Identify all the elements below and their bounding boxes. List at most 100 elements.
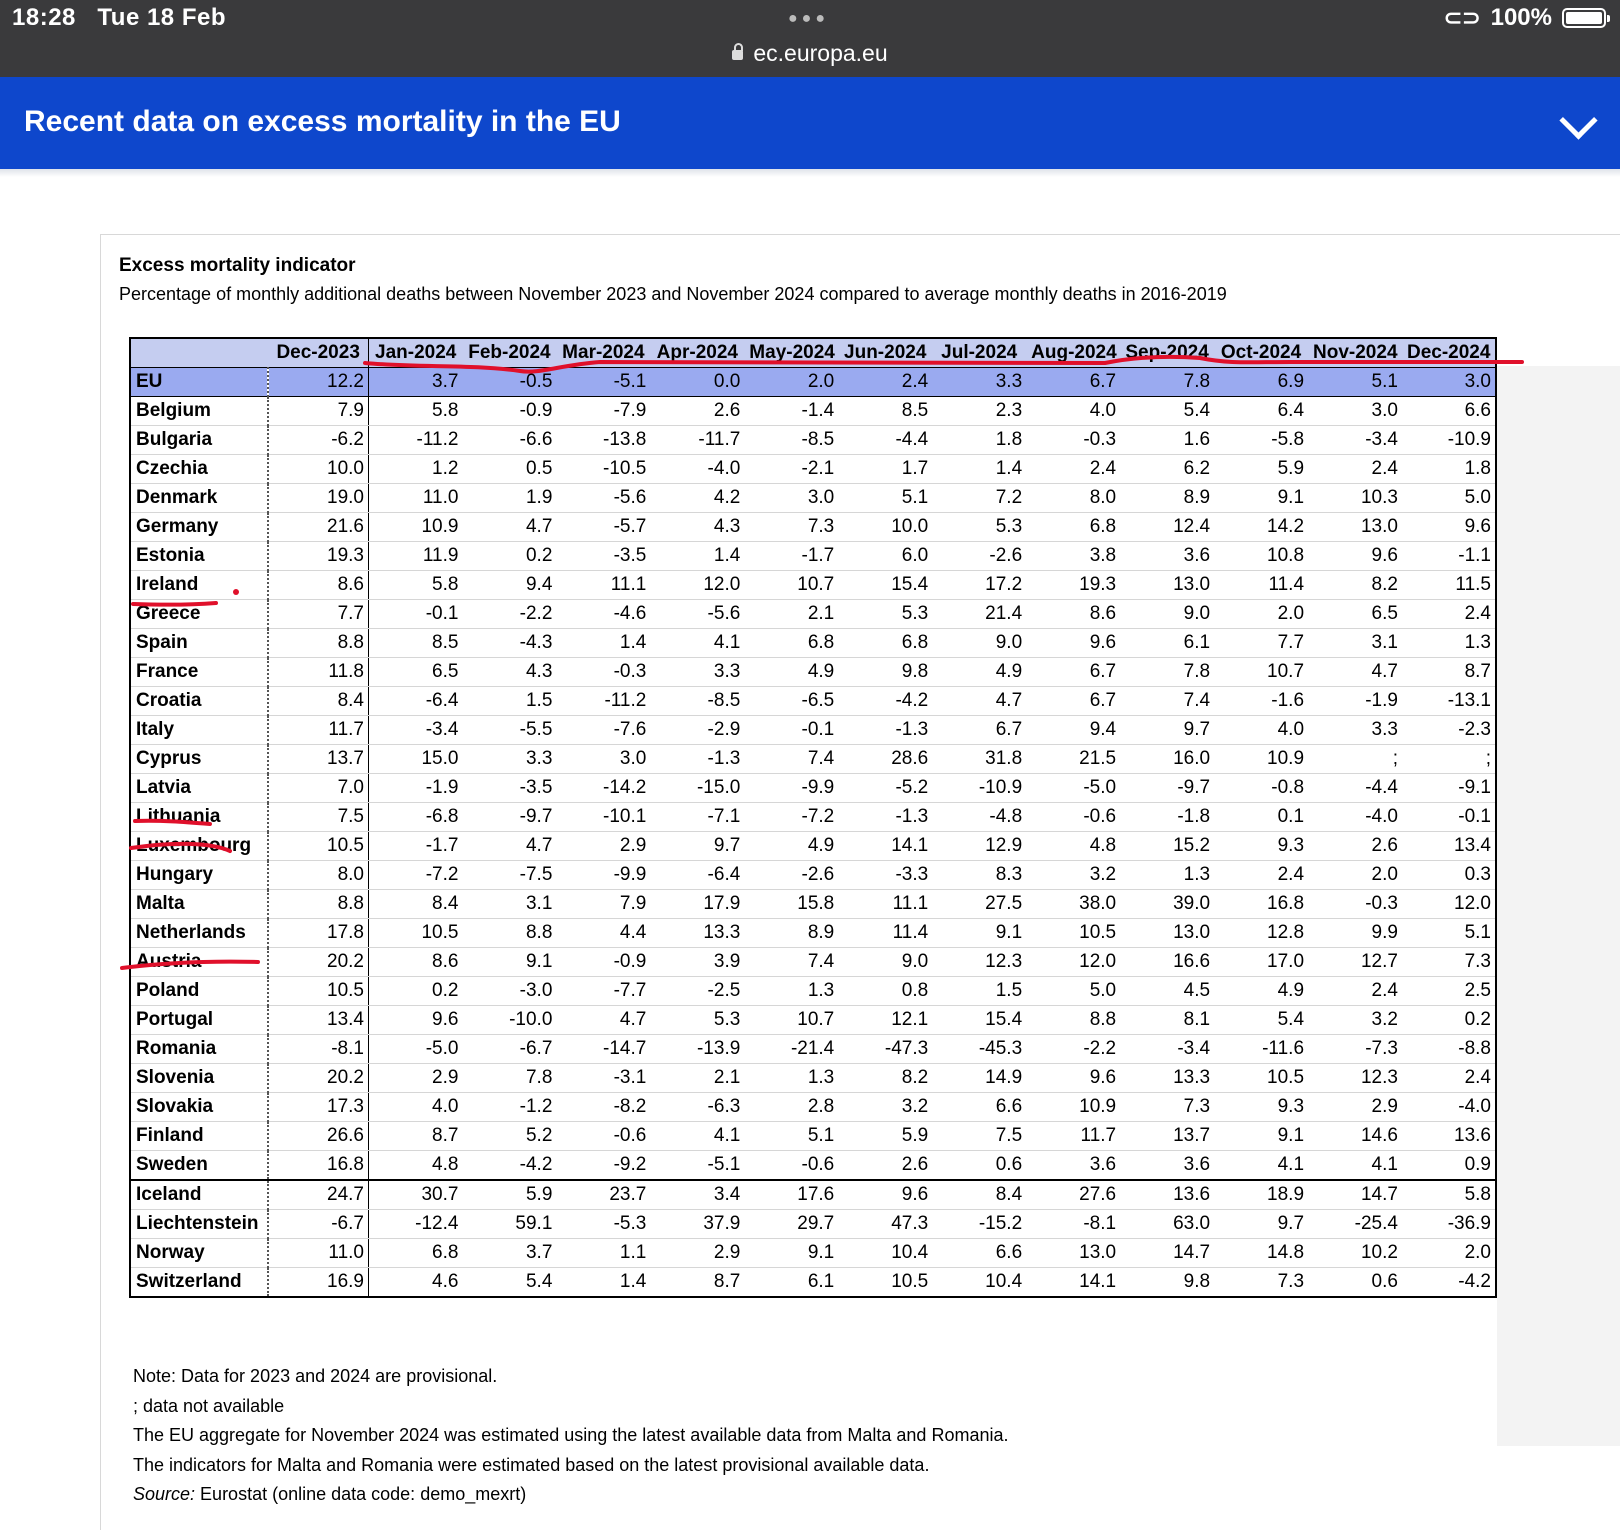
- value-cell: 14.2: [1214, 512, 1309, 542]
- value-cell: 2.6: [1308, 831, 1402, 861]
- table-row: Germany 21.6 10.9 4.7 -5.7 4.3 7.3 10.0 5.3 6.8 12…: [130, 512, 1496, 542]
- value-cell: 12.2: [268, 367, 369, 397]
- more-dots-icon[interactable]: ●●●: [788, 10, 829, 27]
- country-cell: Croatia: [130, 686, 270, 716]
- value-cell: 8.4: [268, 686, 369, 716]
- value-cell: 13.0: [1026, 1238, 1121, 1268]
- value-cell: 11.0: [368, 483, 463, 513]
- value-cell: 3.3: [650, 657, 745, 687]
- value-cell: 14.1: [838, 831, 933, 861]
- value-cell: 15.4: [838, 570, 933, 600]
- value-cell: -0.3: [1026, 425, 1121, 455]
- note-eu-aggregate: The EU aggregate for November 2024 was e…: [133, 1425, 1009, 1445]
- value-cell: 4.7: [1308, 657, 1402, 687]
- country-cell: Italy: [130, 715, 270, 745]
- value-cell: 11.8: [268, 657, 369, 687]
- value-cell: -7.7: [556, 976, 651, 1006]
- value-cell: 9.1: [932, 918, 1027, 948]
- value-cell: 8.9: [744, 918, 839, 948]
- value-cell: 4.8: [1026, 831, 1121, 861]
- status-bar: 18:28 Tue 18 Feb ●●● ec.europa.eu ⊂⊃ 100…: [0, 0, 1620, 77]
- table-row: Iceland 24.7 30.7 5.9 23.7 3.4 17.6 9.6 8.4 27.6 1…: [130, 1179, 1496, 1210]
- value-cell: 6.2: [1120, 454, 1215, 484]
- value-cell: 5.2: [462, 1121, 557, 1151]
- value-cell: 9.8: [838, 657, 933, 687]
- value-cell: 5.4: [462, 1267, 557, 1298]
- value-cell: 8.5: [838, 396, 933, 426]
- address-bar[interactable]: ec.europa.eu: [0, 40, 1620, 67]
- value-cell: 12.3: [1308, 1063, 1402, 1093]
- value-cell: 4.9: [1214, 976, 1309, 1006]
- value-cell: 7.5: [932, 1121, 1027, 1151]
- value-cell: 8.7: [368, 1121, 463, 1151]
- table-row: Portugal 13.4 9.6 -10.0 4.7 5.3 10.7 12.1 15.4 8.…: [130, 1005, 1496, 1035]
- value-cell: 9.3: [1214, 1092, 1309, 1122]
- value-cell: 5.1: [838, 483, 933, 513]
- value-cell: 8.9: [1120, 483, 1215, 513]
- value-cell: -10.1: [556, 802, 651, 832]
- value-cell: 3.0: [556, 744, 651, 774]
- value-cell: 6.7: [1026, 367, 1121, 397]
- value-cell: 4.2: [650, 483, 745, 513]
- country-cell: Bulgaria: [130, 425, 270, 455]
- value-cell: 3.3: [1308, 715, 1402, 745]
- value-cell: 9.6: [838, 1179, 933, 1210]
- value-cell: 11.0: [268, 1238, 369, 1268]
- value-cell: 21.5: [1026, 744, 1121, 774]
- value-cell: 1.4: [932, 454, 1027, 484]
- value-cell: 2.6: [650, 396, 745, 426]
- value-cell: 0.2: [1401, 1005, 1496, 1035]
- country-cell: Cyprus: [130, 744, 270, 774]
- value-cell: -2.5: [650, 976, 745, 1006]
- column-header: Jul-2024: [932, 338, 1027, 368]
- value-cell: 10.5: [268, 831, 369, 861]
- value-cell: -6.6: [462, 425, 557, 455]
- value-cell: -1.4: [744, 396, 839, 426]
- table-row: Switzerland 16.9 4.6 5.4 1.4 8.7 6.1 10.5 10.4 14…: [130, 1267, 1496, 1298]
- table-row: Lithuania 7.5 -6.8 -9.7 -10.1 -7.1 -7.2 -1.3 -4.…: [130, 802, 1496, 832]
- value-cell: -6.2: [268, 425, 369, 455]
- value-cell: 4.0: [368, 1092, 463, 1122]
- value-cell: 7.5: [268, 802, 369, 832]
- table-row: Denmark 19.0 11.0 1.9 -5.6 4.2 3.0 5.1 7.2 8.0 8.9…: [130, 483, 1496, 513]
- value-cell: -5.1: [650, 1150, 745, 1181]
- value-cell: 21.4: [932, 599, 1027, 629]
- value-cell: 26.6: [268, 1121, 369, 1151]
- value-cell: 47.3: [838, 1209, 933, 1239]
- value-cell: -1.7: [744, 541, 839, 571]
- country-cell: Austria: [130, 947, 270, 977]
- country-cell: Romania: [130, 1034, 270, 1064]
- value-cell: 11.4: [1214, 570, 1309, 600]
- value-cell: 9.4: [462, 570, 557, 600]
- value-cell: 0.9: [1401, 1150, 1496, 1181]
- value-cell: -4.3: [462, 628, 557, 658]
- value-cell: 4.1: [1214, 1150, 1309, 1181]
- value-cell: 7.7: [268, 599, 369, 629]
- value-cell: -5.0: [368, 1034, 463, 1064]
- value-cell: -0.9: [462, 396, 557, 426]
- value-cell: 5.4: [1120, 396, 1215, 426]
- value-cell: -0.6: [744, 1150, 839, 1181]
- country-cell: Estonia: [130, 541, 270, 571]
- value-cell: 13.7: [268, 744, 369, 774]
- value-cell: -9.9: [556, 860, 651, 890]
- value-cell: 14.9: [932, 1063, 1027, 1093]
- value-cell: 12.9: [932, 831, 1027, 861]
- value-cell: 2.8: [744, 1092, 839, 1122]
- chevron-down-icon[interactable]: [1559, 101, 1598, 140]
- value-cell: -0.5: [462, 367, 557, 397]
- value-cell: 10.5: [1026, 918, 1121, 948]
- value-cell: -5.6: [650, 599, 745, 629]
- value-cell: 10.7: [744, 570, 839, 600]
- value-cell: -6.4: [368, 686, 463, 716]
- value-cell: 3.6: [1026, 1150, 1121, 1181]
- value-cell: 11.1: [556, 570, 651, 600]
- value-cell: 8.8: [462, 918, 557, 948]
- value-cell: 9.0: [838, 947, 933, 977]
- note-provisional: Note: Data for 2023 and 2024 are provisi…: [133, 1366, 498, 1386]
- value-cell: -4.6: [556, 599, 651, 629]
- source-text: Eurostat (online data code: demo_mexrt): [195, 1484, 527, 1504]
- value-cell: 4.0: [1214, 715, 1309, 745]
- value-cell: 3.9: [650, 947, 745, 977]
- value-cell: 17.3: [268, 1092, 369, 1122]
